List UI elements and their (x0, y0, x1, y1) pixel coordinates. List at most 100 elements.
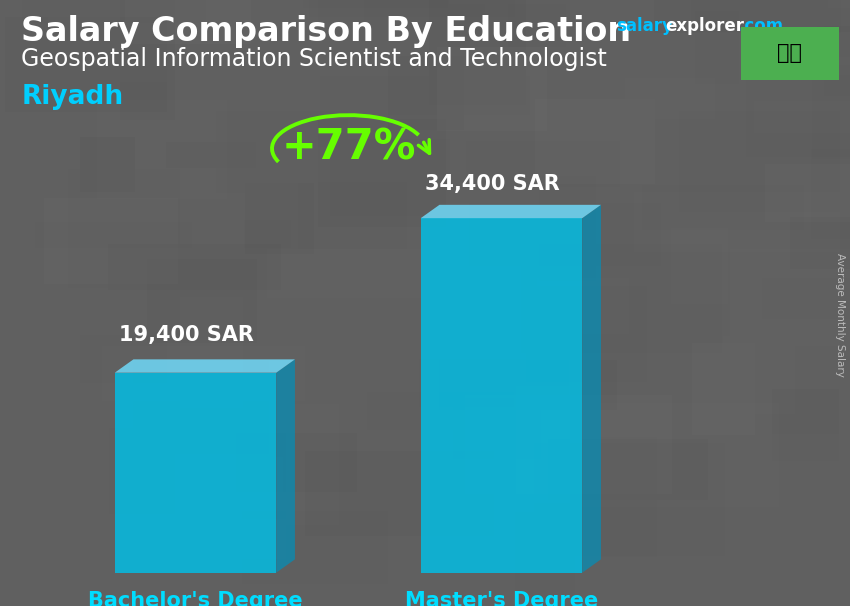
Bar (309, 0, 515, 17)
Bar (21, 0, 207, 22)
Bar (35, 222, 192, 248)
Bar (367, 391, 513, 430)
Bar (654, 0, 841, 33)
Text: Master's Degree: Master's Degree (405, 591, 598, 606)
Text: .com: .com (738, 17, 783, 35)
Bar (290, 428, 490, 538)
Bar (525, 285, 647, 382)
Bar (133, 361, 269, 454)
Bar (298, 182, 407, 248)
Bar (817, 27, 850, 58)
Bar (685, 108, 759, 153)
Bar (276, 47, 429, 154)
Polygon shape (276, 359, 295, 573)
Bar (606, 0, 736, 64)
Bar (80, 137, 135, 192)
Bar (484, 427, 632, 547)
Bar (534, 443, 725, 556)
Bar (5, 17, 167, 112)
Bar (727, 146, 850, 179)
Bar (419, 359, 569, 407)
Bar (102, 346, 304, 401)
Bar (465, 395, 672, 494)
Bar (97, 100, 228, 199)
Bar (320, 521, 460, 549)
Bar (175, 294, 303, 385)
Bar (259, 480, 417, 547)
Bar (304, 451, 494, 536)
Bar (707, 435, 781, 478)
Bar (9, 286, 62, 322)
Bar (515, 512, 575, 601)
Bar (469, 203, 660, 266)
Bar (48, 0, 229, 82)
Bar (741, 27, 839, 80)
Polygon shape (582, 205, 601, 573)
Bar (330, 139, 450, 216)
Bar (246, 183, 314, 254)
Text: 19,400 SAR: 19,400 SAR (119, 325, 254, 345)
Text: 🇸🇦: 🇸🇦 (777, 43, 802, 64)
Bar (517, 387, 570, 502)
Text: Bachelor's Degree: Bachelor's Degree (88, 591, 303, 606)
Bar (147, 259, 258, 343)
Bar (634, 192, 840, 253)
Bar (275, 301, 404, 348)
Text: Salary Comparison By Education: Salary Comparison By Education (21, 15, 632, 48)
Bar (828, 0, 850, 8)
Bar (758, 150, 850, 224)
Bar (811, 149, 850, 239)
Text: 34,400 SAR: 34,400 SAR (425, 174, 560, 194)
Bar (144, 404, 216, 437)
Bar (723, 336, 795, 414)
Bar (449, 0, 503, 4)
Text: Riyadh: Riyadh (21, 84, 123, 110)
Text: Average Monthly Salary: Average Monthly Salary (835, 253, 845, 377)
Bar (108, 244, 281, 290)
Bar (695, 11, 739, 84)
Bar (729, 248, 850, 346)
Bar (264, 323, 431, 409)
Bar (691, 0, 850, 32)
Bar (29, 0, 116, 55)
Bar (692, 344, 755, 435)
Bar (267, 250, 464, 298)
Bar (582, 404, 779, 507)
Bar (439, 360, 616, 410)
Bar (445, 312, 491, 347)
Bar (319, 0, 485, 30)
Bar (508, 4, 566, 47)
Bar (790, 217, 850, 268)
Bar (44, 198, 178, 284)
Bar (195, 519, 286, 559)
Bar (525, 453, 582, 545)
Bar (388, 56, 464, 130)
Bar (49, 0, 194, 81)
Polygon shape (115, 373, 276, 573)
Bar (60, 136, 107, 217)
Bar (102, 95, 274, 174)
Text: +77%: +77% (281, 126, 416, 168)
Bar (694, 222, 827, 270)
Bar (678, 111, 841, 212)
Bar (120, 0, 175, 120)
Text: salary: salary (616, 17, 673, 35)
Bar (80, 335, 167, 383)
Bar (625, 78, 715, 119)
Bar (537, 278, 629, 335)
Bar (303, 112, 348, 147)
Bar (209, 457, 283, 508)
Polygon shape (115, 359, 295, 373)
Bar (286, 404, 339, 525)
Bar (600, 437, 657, 557)
Bar (765, 164, 850, 222)
Bar (538, 36, 717, 78)
Bar (429, 0, 526, 105)
Bar (190, 0, 235, 22)
Bar (297, 0, 480, 42)
Text: Geospatial Information Scientist and Technologist: Geospatial Information Scientist and Tec… (21, 47, 607, 72)
Bar (109, 428, 175, 514)
Bar (824, 26, 850, 96)
Bar (376, 33, 478, 68)
Bar (842, 256, 850, 356)
